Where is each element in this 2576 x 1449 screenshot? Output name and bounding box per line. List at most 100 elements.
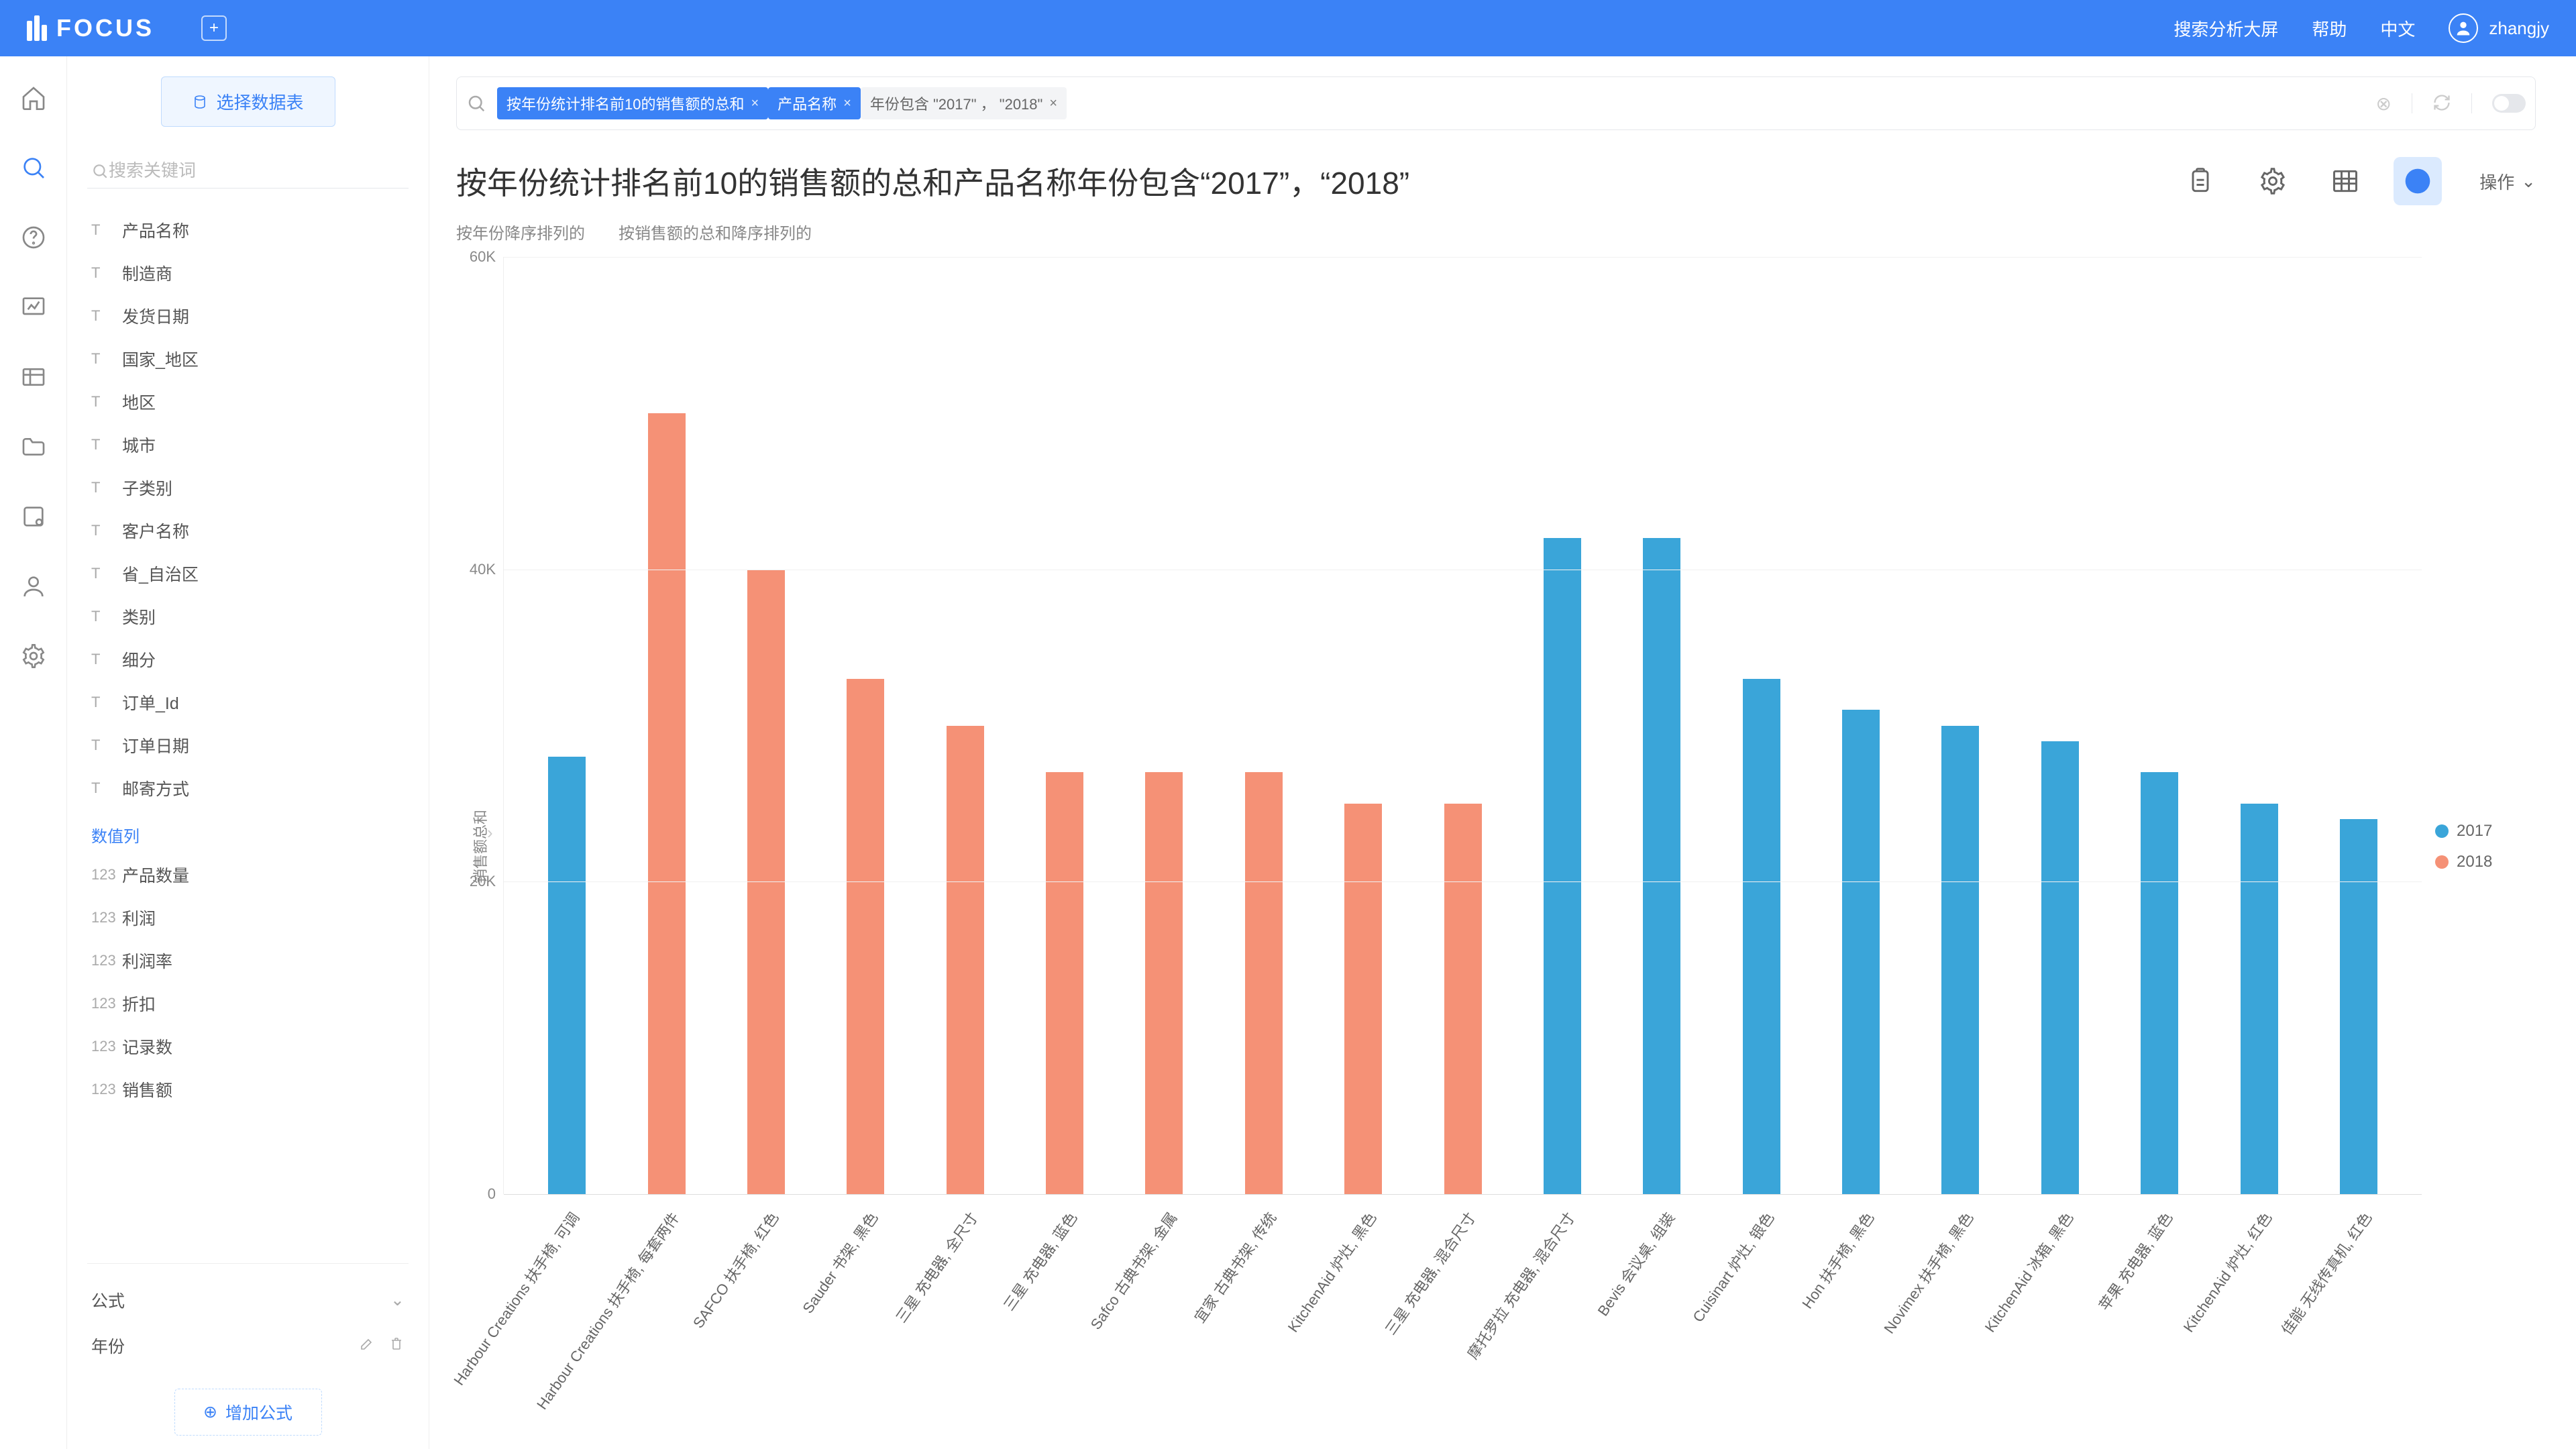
nav-home[interactable] xyxy=(19,83,48,113)
field-item[interactable]: T类别 xyxy=(87,595,409,638)
expand-handle[interactable]: › xyxy=(487,822,493,843)
table-view-button[interactable] xyxy=(2321,157,2369,205)
bar[interactable] xyxy=(1544,538,1581,1194)
bar[interactable] xyxy=(947,726,984,1195)
settings-button[interactable] xyxy=(2249,157,2297,205)
bar[interactable] xyxy=(1941,726,1979,1195)
field-label: 制造商 xyxy=(122,261,172,285)
nav-table[interactable] xyxy=(19,362,48,392)
field-item[interactable]: T地区 xyxy=(87,380,409,423)
sort-tab-sales[interactable]: 按销售额的总和降序排列的 xyxy=(619,220,812,244)
field-item[interactable]: T客户名称 xyxy=(87,509,409,552)
header-link-dashboard[interactable]: 搜索分析大屏 xyxy=(2174,16,2278,41)
field-item[interactable]: 123利润率 xyxy=(87,939,409,982)
nav-cube[interactable] xyxy=(19,502,48,531)
sort-tab-year[interactable]: 按年份降序排列的 xyxy=(456,220,585,244)
new-tab-button[interactable]: + xyxy=(201,15,227,41)
number-field-icon: 123 xyxy=(91,1038,111,1055)
formula-name: 年份 xyxy=(91,1334,125,1358)
field-item[interactable]: 123产品数量 xyxy=(87,853,409,896)
field-item[interactable]: 123折扣 xyxy=(87,982,409,1025)
delete-icon[interactable] xyxy=(388,1336,405,1356)
bar[interactable] xyxy=(1743,679,1780,1194)
bar[interactable] xyxy=(648,413,686,1194)
field-item[interactable]: T制造商 xyxy=(87,252,409,294)
logo-icon xyxy=(27,15,47,41)
bar[interactable] xyxy=(1245,772,1283,1194)
bar[interactable] xyxy=(2141,772,2178,1194)
field-label: 省_自治区 xyxy=(122,561,199,586)
field-item[interactable]: T订单_Id xyxy=(87,681,409,724)
field-label: 订单日期 xyxy=(122,733,189,757)
field-label: 利润率 xyxy=(122,949,172,973)
field-item[interactable]: T发货日期 xyxy=(87,294,409,337)
nav-search[interactable] xyxy=(19,153,48,182)
chip-remove-icon[interactable]: × xyxy=(843,96,851,111)
add-formula-button[interactable]: ⊕ 增加公式 xyxy=(174,1389,322,1436)
y-tick: 0 xyxy=(488,1185,504,1203)
edit-icon[interactable] xyxy=(359,1336,375,1356)
field-item[interactable]: T订单日期 xyxy=(87,724,409,767)
select-source-button[interactable]: 选择数据表 xyxy=(161,76,335,127)
keyword-input[interactable] xyxy=(109,160,405,181)
search-icon xyxy=(466,93,486,113)
bar[interactable] xyxy=(1145,772,1183,1194)
header-link-lang[interactable]: 中文 xyxy=(2380,16,2415,41)
field-item[interactable]: 123销售额 xyxy=(87,1068,409,1111)
numeric-section-label: 数值列 xyxy=(87,810,409,853)
query-chip[interactable]: 按年份统计排名前10的销售额的总和× xyxy=(497,87,768,119)
field-item[interactable]: T城市 xyxy=(87,423,409,466)
operations-button[interactable]: 操作 ⌄ xyxy=(2479,169,2536,194)
nav-user[interactable] xyxy=(19,572,48,601)
chip-remove-icon[interactable]: × xyxy=(1049,96,1057,111)
bar[interactable] xyxy=(1842,710,1880,1194)
chart-view-button[interactable] xyxy=(2394,157,2442,205)
field-item[interactable]: 123利润 xyxy=(87,896,409,939)
nav-settings[interactable] xyxy=(19,641,48,671)
bar[interactable] xyxy=(1444,804,1482,1194)
field-item[interactable]: T邮寄方式 xyxy=(87,767,409,810)
nav-chart[interactable] xyxy=(19,292,48,322)
legend-item-2018[interactable]: 2018 xyxy=(2435,853,2536,871)
bar[interactable] xyxy=(2041,741,2079,1194)
field-item[interactable]: T国家_地区 xyxy=(87,337,409,380)
nav-folder[interactable] xyxy=(19,432,48,462)
legend-item-2017[interactable]: 2017 xyxy=(2435,822,2536,841)
chip-remove-icon[interactable]: × xyxy=(751,96,759,111)
text-field-icon: T xyxy=(91,694,111,711)
bar[interactable] xyxy=(1344,804,1382,1194)
keyword-search[interactable] xyxy=(87,154,409,189)
field-item[interactable]: 123记录数 xyxy=(87,1025,409,1068)
nav-help[interactable] xyxy=(19,223,48,252)
query-bar[interactable]: 按年份统计排名前10的销售额的总和×产品名称×年份包含 "2017" ， "20… xyxy=(456,76,2536,130)
bar[interactable] xyxy=(2340,819,2377,1194)
mode-toggle[interactable] xyxy=(2492,94,2526,113)
bar[interactable] xyxy=(1643,538,1680,1194)
bar[interactable] xyxy=(2241,804,2278,1194)
field-label: 发货日期 xyxy=(122,304,189,328)
sidebar: 选择数据表 T产品名称T制造商T发货日期T国家_地区T地区T城市T子类别T客户名… xyxy=(67,56,429,1449)
query-chip[interactable]: 产品名称× xyxy=(768,87,861,119)
text-field-icon: T xyxy=(91,350,111,368)
field-item[interactable]: T细分 xyxy=(87,638,409,681)
logo: FOCUS xyxy=(27,14,154,42)
text-field-icon: T xyxy=(91,522,111,539)
field-item[interactable]: T省_自治区 xyxy=(87,552,409,595)
clear-icon[interactable]: ⊗ xyxy=(2376,93,2392,115)
bar[interactable] xyxy=(1046,772,1083,1194)
bar[interactable] xyxy=(548,757,586,1194)
query-chip[interactable]: 年份包含 "2017" ， "2018" × xyxy=(861,87,1067,119)
formula-item[interactable]: 年份 xyxy=(87,1323,409,1368)
bar[interactable] xyxy=(847,679,884,1194)
formula-header[interactable]: 公式 ⌄ xyxy=(87,1277,409,1323)
text-field-icon: T xyxy=(91,221,111,239)
header-link-help[interactable]: 帮助 xyxy=(2312,16,2347,41)
text-field-icon: T xyxy=(91,479,111,496)
field-item[interactable]: T子类别 xyxy=(87,466,409,509)
field-item[interactable]: T产品名称 xyxy=(87,209,409,252)
user-menu[interactable]: zhangjy xyxy=(2449,13,2549,43)
select-source-label: 选择数据表 xyxy=(216,89,303,114)
chip-text: 年份包含 "2017" ， "2018" xyxy=(870,93,1042,114)
refresh-icon[interactable] xyxy=(2432,93,2451,114)
clipboard-button[interactable] xyxy=(2176,157,2224,205)
